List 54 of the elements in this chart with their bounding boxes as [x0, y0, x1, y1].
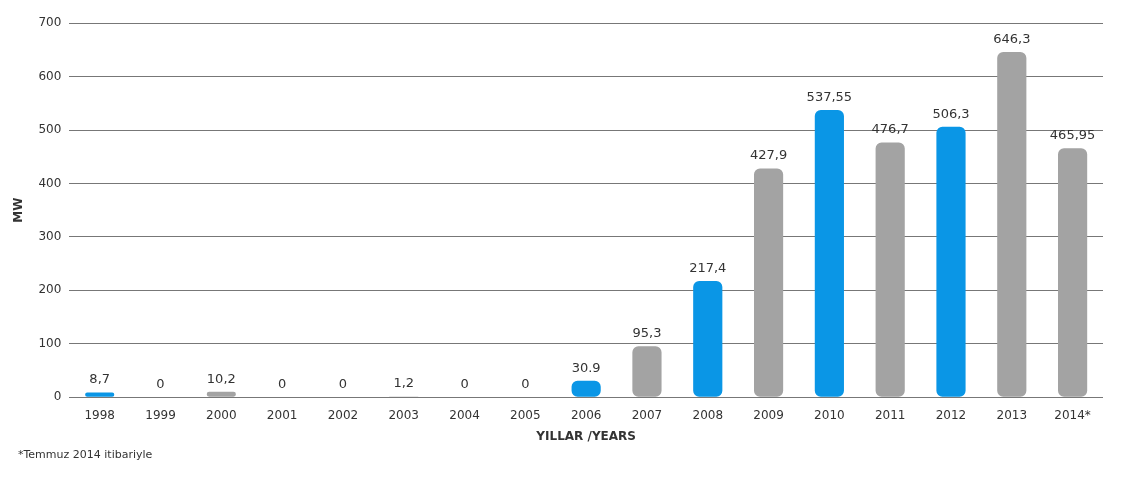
- data-label: 217,4: [689, 259, 727, 275]
- bar: [753, 168, 784, 397]
- data-label: 537,55: [806, 88, 853, 104]
- data-label: 506,3: [932, 105, 970, 121]
- x-tick-label: 2004: [449, 407, 480, 422]
- bar: [936, 126, 966, 397]
- x-tick-label: 1998: [84, 407, 115, 422]
- data-label: 10,2: [206, 370, 236, 386]
- y-axis-title: MW: [11, 197, 26, 223]
- data-label: 0: [521, 376, 530, 392]
- bar: [997, 51, 1027, 397]
- x-tick-label: 2009: [753, 407, 784, 422]
- data-label: 427,9: [749, 147, 788, 163]
- y-tick-label: 500: [38, 122, 62, 137]
- data-label: 465,95: [1049, 127, 1096, 143]
- x-tick-label: 2003: [388, 407, 420, 422]
- x-tick-label: 2000: [206, 407, 237, 422]
- bar: [1058, 148, 1088, 397]
- x-tick-label: 2013: [996, 407, 1028, 422]
- y-tick-label: 600: [38, 68, 62, 83]
- y-tick-label: 200: [38, 282, 62, 297]
- data-label: 646,3: [993, 30, 1031, 46]
- data-label: 1,2: [393, 375, 415, 391]
- y-tick-label: 400: [38, 175, 62, 190]
- y-tick-label: 100: [38, 335, 62, 350]
- bar: [206, 391, 236, 397]
- x-tick-label: 2007: [631, 407, 663, 422]
- x-tick-label: 2011: [874, 407, 906, 422]
- bar: [85, 392, 115, 397]
- bar: [693, 281, 723, 397]
- y-tick-label: 700: [38, 15, 62, 30]
- x-tick-label: 1999: [145, 407, 176, 422]
- data-label: 0: [338, 376, 348, 392]
- data-label: 95,3: [632, 325, 662, 341]
- x-tick-label: 2001: [266, 407, 298, 422]
- data-label: 0: [460, 376, 469, 392]
- x-tick-label: 2008: [692, 407, 724, 422]
- x-tick-label: 2006: [570, 407, 602, 422]
- bar: [814, 110, 844, 397]
- y-tick-label: 0: [53, 389, 62, 404]
- x-axis-title: YILLAR /YEARS: [535, 428, 636, 443]
- x-tick-label: 2002: [327, 407, 359, 422]
- x-tick-label: 2005: [510, 407, 541, 422]
- bar: [875, 142, 905, 397]
- x-tick-label: 2010: [814, 407, 845, 422]
- text: *Temmuz 2014 itibariyle: [18, 448, 154, 461]
- data-label: 0: [156, 376, 165, 392]
- x-tick-label: 2012: [935, 407, 967, 422]
- x-tick-label: 2014*: [1054, 407, 1091, 422]
- data-label: 30.9: [571, 359, 601, 375]
- bar: [632, 346, 662, 397]
- data-label: 0: [277, 376, 287, 392]
- y-tick-label: 300: [38, 229, 62, 244]
- data-label: 8,7: [89, 371, 111, 387]
